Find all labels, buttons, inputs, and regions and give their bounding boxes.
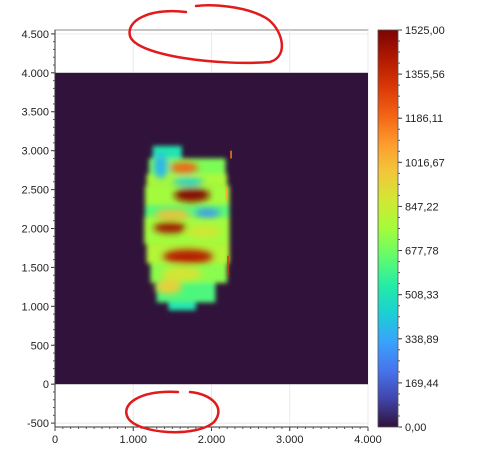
x-tick-label: 2.000 xyxy=(198,434,226,446)
colorbar-label: 169,44 xyxy=(405,378,439,390)
y-tick-label: 2.500 xyxy=(21,185,49,197)
heatmap-streak xyxy=(227,255,229,276)
heatmap-hotspot xyxy=(172,177,204,186)
heatmap-hotspot xyxy=(170,162,199,174)
y-tick-label: 4.500 xyxy=(21,29,49,41)
colorbar-label: 0,00 xyxy=(405,422,426,434)
heatmap-hotspot xyxy=(155,279,182,294)
heatmap-image xyxy=(55,72,368,385)
colorbar-label: 677,78 xyxy=(405,246,439,258)
heatmap-hotspot xyxy=(154,209,191,220)
colorbar-label: 508,33 xyxy=(405,290,439,302)
red-circle-annotation-bottom xyxy=(125,390,220,434)
red-circle-annotation-top xyxy=(128,4,284,65)
colorbar-label: 1525,00 xyxy=(405,25,445,37)
axes: 4.500 4.000 3.500 3.000 2.500 2.000 1.500 1.000… xyxy=(21,29,381,446)
y-tick-label: 2.000 xyxy=(21,224,49,236)
colorbar-label: 847,22 xyxy=(405,201,439,213)
y-tick-label: 1.000 xyxy=(21,301,49,313)
y-tick-label: 1.500 xyxy=(21,262,49,274)
colorbar: 1525,00 1355,56 1186,11 1016,67 847,22 677,78… xyxy=(377,25,445,434)
colorbar-label: 1355,56 xyxy=(405,69,445,81)
heatmap-hotspot xyxy=(161,266,203,281)
annotations xyxy=(125,4,284,434)
colorbar-gradient xyxy=(377,29,399,428)
heatmap-hotspot xyxy=(153,222,187,234)
y-tick-label: 4.000 xyxy=(21,68,49,80)
heatmap-hotspot xyxy=(186,226,221,238)
y-tick-label: 3.500 xyxy=(21,107,49,119)
heatmap-streak xyxy=(225,188,228,199)
heatmap-hotspot xyxy=(195,209,221,217)
heatmap-hotspot xyxy=(153,153,168,179)
y-tick-label: 3.000 xyxy=(21,146,49,158)
x-tick-label: 0 xyxy=(52,434,58,446)
heatmap-hotspot xyxy=(173,188,210,203)
colorbar-label: 1016,67 xyxy=(405,157,445,169)
colorbar-label: 1186,11 xyxy=(405,113,443,125)
heatmap-band xyxy=(168,302,196,311)
heatmap-band xyxy=(144,205,230,217)
x-tick-label: 1.000 xyxy=(119,434,147,446)
y-tick-label: 0 xyxy=(43,379,49,391)
y-tick-label: 500 xyxy=(31,340,49,352)
heatmap-hotspot xyxy=(162,249,214,264)
x-tick-label: 4.000 xyxy=(354,434,382,446)
x-tick-label: 3.000 xyxy=(276,434,304,446)
colorbar-label: 338,89 xyxy=(405,334,439,346)
heatmap-streak xyxy=(230,150,232,159)
y-tick-label: -500 xyxy=(27,418,49,430)
